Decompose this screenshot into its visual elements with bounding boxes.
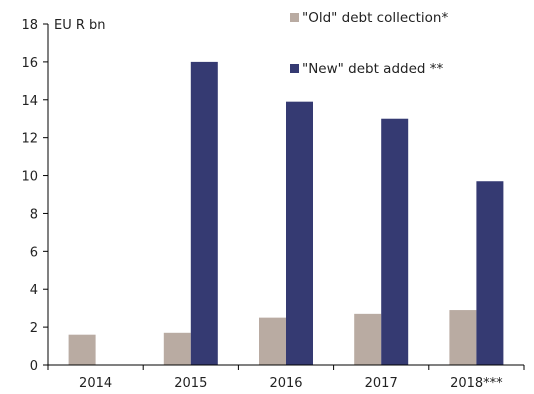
bar-old-debt-2015 (163, 332, 191, 365)
x-tick-label: 2018*** (450, 376, 503, 391)
y-tick-label: 12 (21, 132, 38, 147)
unit-label: EU R bn (54, 18, 106, 33)
legend-swatch (290, 64, 299, 73)
bar-old-debt-2016 (259, 317, 286, 365)
y-tick-label: 16 (21, 56, 38, 71)
y-tick-label: 18 (21, 18, 38, 33)
legend: "Old" debt collection* "New" debt added *… (290, 10, 448, 77)
bar-old-debt-2017 (354, 313, 382, 365)
x-tick-label: 2014 (79, 376, 112, 391)
y-tick-label: 2 (30, 321, 38, 336)
y-tick-label: 8 (30, 207, 38, 222)
y-tick-label: 6 (30, 245, 38, 260)
legend-label: "New" debt added ** (302, 61, 444, 77)
y-tick-label: 0 (30, 359, 38, 374)
x-tick-label: 2016 (269, 376, 302, 391)
bars-group (68, 61, 504, 366)
x-axis-ticks: 2014 2015 2016 2017 2018*** (47, 365, 525, 391)
bar-old-debt-2018 (449, 310, 477, 365)
y-axis-ticks: 0 2 4 6 8 10 12 14 16 18 (21, 18, 48, 374)
bar-new-debt-2015 (190, 61, 218, 366)
legend-label: "Old" debt collection* (302, 10, 448, 26)
bar-new-debt-2016 (286, 101, 313, 365)
bar-new-debt-2018 (476, 181, 504, 365)
bar-old-debt-2014 (68, 334, 96, 365)
bar-new-debt-2017 (381, 118, 409, 365)
x-tick-label: 2015 (174, 376, 207, 391)
legend-swatch (290, 13, 299, 22)
x-tick-label: 2017 (365, 376, 398, 391)
y-tick-label: 14 (21, 94, 38, 109)
y-tick-label: 4 (30, 283, 38, 298)
y-tick-label: 10 (21, 170, 38, 185)
